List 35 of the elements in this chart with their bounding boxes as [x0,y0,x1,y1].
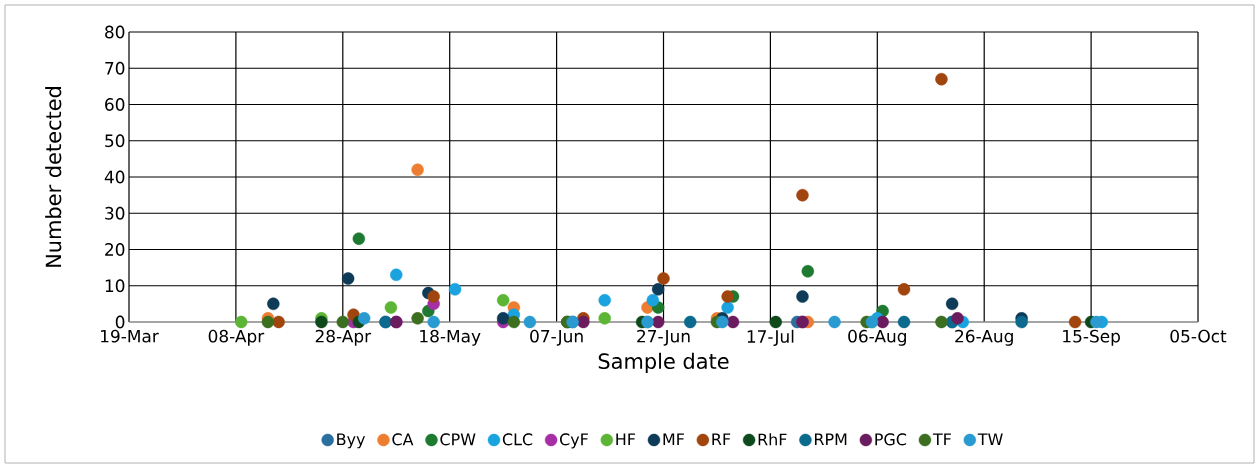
x-axis-title: Sample date [598,352,729,374]
legend-label: CLC [502,433,533,446]
y-tick-label: 40 [104,170,125,184]
x-tick-label: 08-Apr [208,329,265,346]
x-tick-label: 06-Aug [848,329,906,346]
x-tick-label: 05-Oct [1170,329,1227,343]
legend-label: MF [663,433,684,446]
x-tick-label: 07-Jun [530,329,583,346]
x-tick-label: 15-Sep [1063,329,1120,346]
legend-label: TW [977,433,1003,446]
x-tick-label: 19-Mar [101,329,159,343]
y-tick-label: 10 [105,279,125,293]
y-axis-title: Number detected [45,87,62,267]
y-tick-label: 30 [105,206,125,220]
y-tick-label: 20 [105,243,125,256]
legend-label: RPM [814,433,847,446]
y-tick-label: 60 [105,98,125,111]
legend-label: TF [932,433,951,446]
legend-label: RF [712,433,731,446]
legend-label: Byy [337,433,365,449]
y-tick-label: 70 [105,61,125,75]
legend-label: HF [616,433,636,446]
legend-label: PGC [875,433,907,446]
x-tick-label: 18-May [420,329,481,346]
x-tick-label: 28-Apr [315,329,372,346]
y-tick-label: 50 [105,134,125,148]
legend-label: CPW [440,433,476,446]
legend-label: CyF [559,433,588,449]
y-tick-label: 80 [105,25,125,39]
x-tick-label: 26-Aug [955,329,1013,346]
y-tick-label: 0 [115,315,125,329]
x-tick-label: 27-Jun [637,329,690,346]
legend-label: RhF [758,433,787,446]
legend-label: CA [392,433,414,446]
x-tick-label: 17-Jul [747,329,794,347]
